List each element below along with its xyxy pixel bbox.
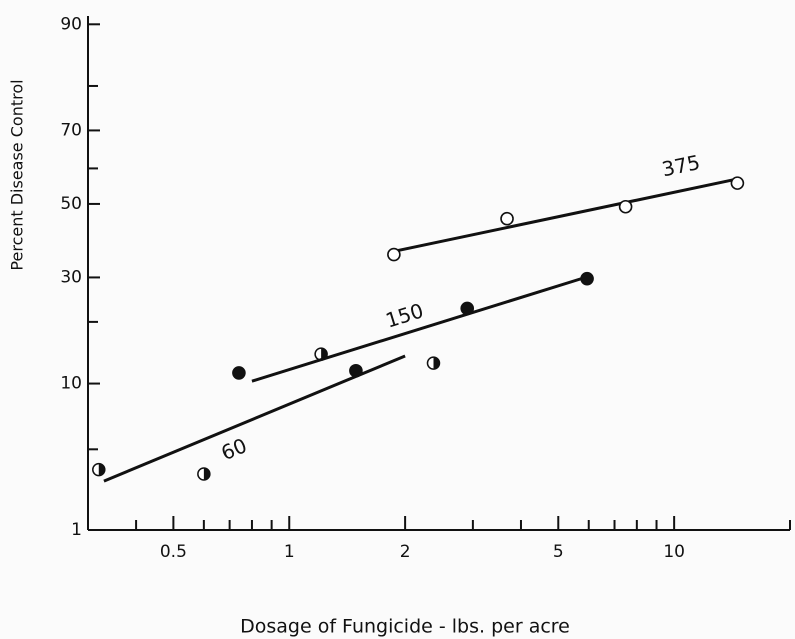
point bbox=[349, 363, 363, 378]
point bbox=[730, 176, 745, 190]
half-marker bbox=[92, 462, 106, 477]
y-axis-label: Percent Disease Control bbox=[8, 79, 27, 270]
x-tick-label: 1 bbox=[284, 542, 295, 562]
half-marker bbox=[197, 467, 211, 481]
fit-line bbox=[396, 177, 737, 253]
x-tick-label: 0.5 bbox=[160, 542, 187, 562]
point bbox=[387, 247, 401, 262]
y-tick-label: 50 bbox=[60, 194, 82, 214]
y-tick-label: 30 bbox=[60, 267, 82, 287]
y-tick-label: 90 bbox=[60, 14, 82, 34]
series-label: 375 bbox=[660, 150, 702, 181]
point bbox=[618, 199, 633, 214]
x-axis-label: Dosage of Fungicide - lbs. per acre bbox=[240, 616, 570, 638]
point bbox=[232, 366, 246, 380]
y-tick-label: 10 bbox=[60, 374, 82, 394]
y-tick-label: 1 bbox=[71, 520, 82, 540]
y-tick-label: 70 bbox=[60, 120, 82, 140]
point bbox=[580, 271, 594, 286]
series-label: 60 bbox=[218, 433, 251, 465]
x-tick-label: 5 bbox=[553, 542, 564, 562]
fit-line bbox=[251, 275, 589, 383]
x-tick-label: 2 bbox=[400, 542, 411, 562]
x-tick-label: 10 bbox=[663, 542, 685, 562]
point bbox=[500, 211, 514, 226]
point bbox=[460, 301, 475, 316]
half-marker bbox=[426, 356, 441, 370]
